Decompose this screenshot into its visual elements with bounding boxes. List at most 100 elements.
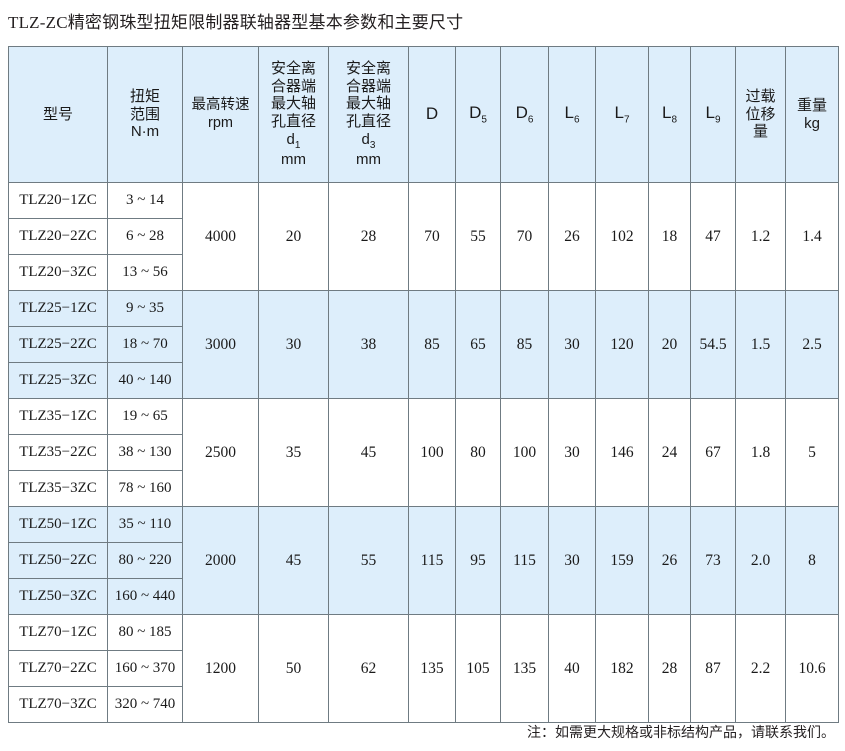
cell-torque-range: 18 ~ 70 bbox=[107, 326, 183, 363]
cell-D5: 55 bbox=[455, 182, 501, 291]
header-D5-letter: D bbox=[469, 102, 482, 122]
table-header: 型号 扭矩 范围 N·m 最高转速 rpm 安全离 合器端 最大轴 bbox=[8, 46, 839, 183]
col-header-D6: D6 bbox=[500, 46, 549, 183]
cell-L9: 73 bbox=[690, 506, 736, 615]
cell-L6: 30 bbox=[548, 290, 596, 399]
cell-D: 85 bbox=[408, 290, 456, 399]
header-L6-letter: L bbox=[564, 102, 574, 122]
header-model-label: 型号 bbox=[42, 105, 73, 123]
cell-model: TLZ70−2ZC bbox=[8, 650, 108, 687]
header-d3-line3: 最大轴 bbox=[345, 95, 391, 113]
cell-D: 100 bbox=[408, 398, 456, 507]
table-row: TLZ70−1ZC 80 ~ 185 1200 50 62 135 105 135 40 182 2… bbox=[8, 614, 839, 723]
cell-bore-d1: 35 bbox=[258, 398, 329, 507]
cell-bore-d3: 55 bbox=[328, 506, 409, 615]
cell-weight: 2.5 bbox=[785, 290, 839, 399]
cell-L8: 26 bbox=[648, 506, 691, 615]
col-header-L9: L9 bbox=[690, 46, 736, 183]
cell-L9: 54.5 bbox=[690, 290, 736, 399]
header-overload-line3: 量 bbox=[752, 123, 768, 141]
footer-note: 注：如需更大规格或非标结构产品，请联系我们。 bbox=[527, 726, 835, 741]
header-d3-line1: 安全离 bbox=[345, 59, 391, 77]
cell-torque-range: 320 ~ 740 bbox=[107, 686, 183, 723]
header-d1-line4: 孔直径 bbox=[270, 112, 316, 130]
header-speed-label: 最高转速 bbox=[191, 97, 250, 114]
header-d1-sym-letter: d bbox=[286, 130, 295, 148]
cell-weight: 1.4 bbox=[785, 182, 839, 291]
cell-model: TLZ25−2ZC bbox=[8, 326, 108, 363]
cell-model: TLZ35−1ZC bbox=[8, 398, 108, 435]
cell-torque-range: 13 ~ 56 bbox=[107, 254, 183, 291]
cell-overload-displacement: 1.5 bbox=[735, 290, 786, 399]
header-D-label: D bbox=[425, 104, 439, 124]
header-row: 型号 扭矩 范围 N·m 最高转速 rpm 安全离 合器端 最大轴 bbox=[8, 46, 839, 183]
cell-torque-range: 160 ~ 370 bbox=[107, 650, 183, 687]
header-d1-line3: 最大轴 bbox=[270, 95, 316, 113]
cell-weight: 8 bbox=[785, 506, 839, 615]
cell-bore-d3: 45 bbox=[328, 398, 409, 507]
cell-D6: 135 bbox=[500, 614, 549, 723]
cell-D6: 70 bbox=[500, 182, 549, 291]
cell-bore-d3: 62 bbox=[328, 614, 409, 723]
header-speed-unit: rpm bbox=[208, 114, 233, 131]
cell-weight: 10.6 bbox=[785, 614, 839, 723]
cell-L7: 182 bbox=[595, 614, 649, 723]
cell-max-speed: 2000 bbox=[182, 506, 259, 615]
cell-D6: 100 bbox=[500, 398, 549, 507]
header-L7-subscript: 7 bbox=[623, 114, 630, 126]
header-L8-subscript: 8 bbox=[671, 114, 678, 126]
cell-D: 70 bbox=[408, 182, 456, 291]
table-row: TLZ50−1ZC 35 ~ 110 2000 45 55 115 95 115 30 159 26… bbox=[8, 506, 839, 615]
table-row: TLZ25−1ZC 9 ~ 35 3000 30 38 85 65 85 30 120 20 54.5… bbox=[8, 290, 839, 399]
cell-model: TLZ35−3ZC bbox=[8, 470, 108, 507]
cell-model: TLZ25−1ZC bbox=[8, 290, 108, 327]
col-header-torque-range: 扭矩 范围 N·m bbox=[107, 46, 183, 183]
cell-max-speed: 4000 bbox=[182, 182, 259, 291]
cell-overload-displacement: 2.2 bbox=[735, 614, 786, 723]
cell-torque-range: 80 ~ 220 bbox=[107, 542, 183, 579]
cell-model: TLZ20−2ZC bbox=[8, 218, 108, 255]
header-overload-line2: 位移 bbox=[745, 105, 776, 123]
cell-bore-d1: 50 bbox=[258, 614, 329, 723]
col-header-overload-displacement: 过载 位移 量 bbox=[735, 46, 786, 183]
cell-D5: 80 bbox=[455, 398, 501, 507]
cell-torque-range: 35 ~ 110 bbox=[107, 506, 183, 543]
table-body: TLZ20−1ZC 3 ~ 14 4000 20 28 70 55 70 26 102 18 47 1.… bbox=[8, 182, 839, 723]
col-header-max-speed: 最高转速 rpm bbox=[182, 46, 259, 183]
cell-weight: 5 bbox=[785, 398, 839, 507]
header-L7-letter: L bbox=[614, 102, 624, 122]
header-d3-unit: mm bbox=[356, 151, 381, 169]
col-header-L8: L8 bbox=[648, 46, 691, 183]
cell-max-speed: 3000 bbox=[182, 290, 259, 399]
cell-torque-range: 40 ~ 140 bbox=[107, 362, 183, 399]
header-overload-line1: 过载 bbox=[745, 87, 776, 105]
cell-torque-range: 38 ~ 130 bbox=[107, 434, 183, 471]
cell-D6: 115 bbox=[500, 506, 549, 615]
cell-bore-d1: 45 bbox=[258, 506, 329, 615]
cell-L8: 20 bbox=[648, 290, 691, 399]
table-row: TLZ70−2ZC 160 ~ 370 bbox=[8, 650, 839, 687]
table-row: TLZ25−2ZC 18 ~ 70 bbox=[8, 326, 839, 363]
cell-model: TLZ50−3ZC bbox=[8, 578, 108, 615]
cell-D5: 65 bbox=[455, 290, 501, 399]
cell-D: 115 bbox=[408, 506, 456, 615]
col-header-L7: L7 bbox=[595, 46, 649, 183]
header-d1-symbol: d1 bbox=[259, 131, 328, 152]
cell-model: TLZ50−2ZC bbox=[8, 542, 108, 579]
header-d1-line1: 安全离 bbox=[270, 59, 316, 77]
col-header-bore-d1: 安全离 合器端 最大轴 孔直径 d1 mm bbox=[258, 46, 329, 183]
table-row: TLZ35−2ZC 38 ~ 130 bbox=[8, 434, 839, 471]
col-header-L6: L6 bbox=[548, 46, 596, 183]
header-d1-line2: 合器端 bbox=[270, 77, 316, 95]
page-title: TLZ-ZC精密钢珠型扭矩限制器联轴器型基本参数和主要尺寸 bbox=[8, 13, 464, 32]
header-d3-sym-subscript: 3 bbox=[369, 139, 376, 151]
header-L6-subscript: 6 bbox=[573, 114, 580, 126]
cell-max-speed: 1200 bbox=[182, 614, 259, 723]
col-header-model: 型号 bbox=[8, 46, 108, 183]
cell-torque-range: 80 ~ 185 bbox=[107, 614, 183, 651]
header-d3-line4: 孔直径 bbox=[345, 112, 391, 130]
header-d3-sym-letter: d bbox=[361, 130, 370, 148]
cell-overload-displacement: 1.2 bbox=[735, 182, 786, 291]
header-L8-letter: L bbox=[661, 102, 672, 122]
